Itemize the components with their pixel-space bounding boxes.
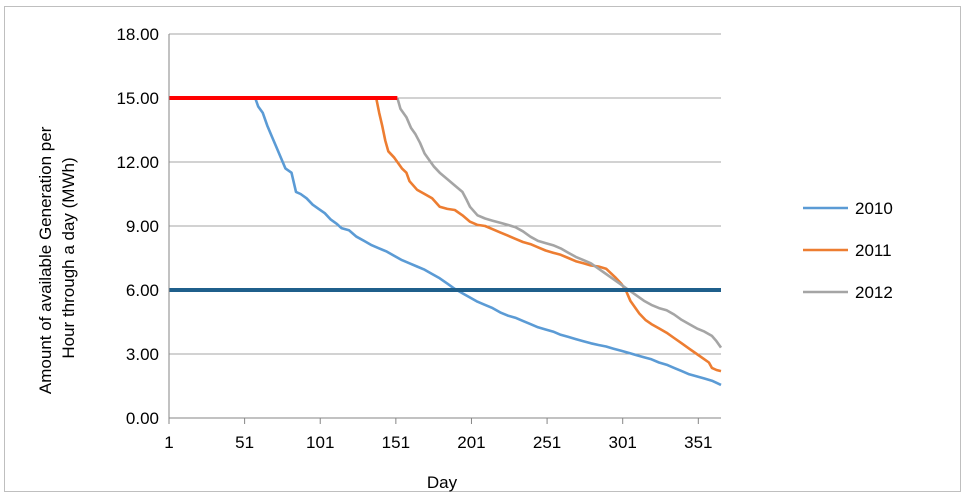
legend: 2010 2011 2012 bbox=[803, 199, 893, 302]
y-axis-label-line-1: Amount of available Generation per bbox=[36, 126, 55, 394]
reference-lines bbox=[169, 96, 721, 292]
legend-label: 2011 bbox=[855, 241, 892, 260]
x-axis-label: Day bbox=[427, 473, 458, 492]
series-line-2010 bbox=[253, 97, 722, 387]
y-tick-label: 18.00 bbox=[116, 25, 159, 44]
x-tick-label: 301 bbox=[609, 433, 637, 452]
axes bbox=[168, 34, 721, 424]
y-tick-label: 0.00 bbox=[126, 409, 159, 428]
grid-lines bbox=[169, 33, 721, 355]
y-tick-label: 6.00 bbox=[126, 281, 159, 300]
x-tick-label: 201 bbox=[457, 433, 485, 452]
legend-label: 2010 bbox=[855, 199, 893, 218]
series-lines bbox=[253, 97, 723, 387]
x-tick-label: 1 bbox=[164, 433, 173, 452]
y-tick-label: 15.00 bbox=[116, 89, 159, 108]
legend-label: 2012 bbox=[855, 283, 893, 302]
y-tick-label: 12.00 bbox=[116, 153, 159, 172]
chart-frame bbox=[4, 6, 961, 492]
y-tick-label: 3.00 bbox=[126, 345, 159, 364]
x-tick-label: 251 bbox=[533, 433, 561, 452]
series-line-2011 bbox=[374, 97, 722, 373]
y-axis-label: Amount of available Generation per Hour … bbox=[36, 122, 78, 394]
y-tick-label: 9.00 bbox=[126, 217, 159, 236]
series-line-2012 bbox=[396, 97, 723, 349]
x-tick-label: 51 bbox=[235, 433, 254, 452]
axis-labels: Day Amount of available Generation per H… bbox=[36, 122, 458, 492]
x-tick-label: 101 bbox=[306, 433, 334, 452]
y-axis-label-line-2: Hour through a day (MWh) bbox=[59, 157, 78, 358]
x-tick-label: 151 bbox=[382, 433, 410, 452]
x-tick-label: 351 bbox=[684, 433, 712, 452]
